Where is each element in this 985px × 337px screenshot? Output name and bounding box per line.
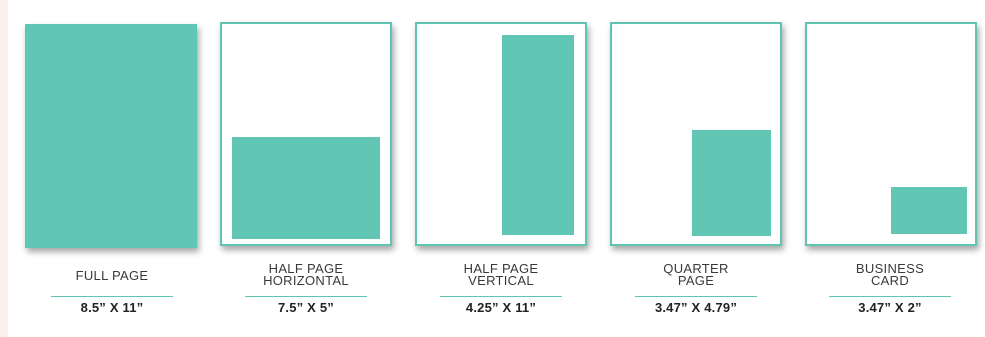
full-page-ad-diagram (25, 24, 197, 248)
half-page-vertical-ad-diagram (415, 22, 587, 246)
half-page-vertical-label: HALF PAGE VERTICAL (421, 261, 581, 288)
half-page-vertical-label-line-1: HALF PAGE (463, 261, 539, 276)
half-page-horizontal-ad-diagram (220, 22, 392, 246)
half-page-horizontal-label: HALF PAGE HORIZONTAL (226, 261, 386, 288)
business-card-size: 3.47” X 2” (858, 300, 922, 315)
full-page-label-line-1: FULL PAGE (75, 268, 149, 283)
page-edge-decoration (0, 0, 8, 337)
quarter-page-label-line-2: PAGE (677, 273, 715, 288)
half-page-horizontal-ad-area (232, 137, 380, 239)
quarter-page-size: 3.47” X 4.79” (654, 300, 738, 315)
half-page-horizontal-label-line-1: HALF PAGE (268, 261, 344, 276)
half-page-horizontal-size: 7.5” X 5” (278, 300, 334, 315)
half-page-vertical-ad-area (502, 35, 574, 235)
business-card-label-line-1: BUSINESS (855, 261, 925, 276)
half-page-vertical-divider (440, 296, 562, 297)
half-page-vertical-size: 4.25” X 11” (465, 300, 537, 315)
quarter-page-ad-diagram (610, 22, 782, 246)
business-card-label-line-2: CARD (870, 273, 910, 288)
business-card-ad-area (891, 187, 967, 234)
business-card-ad-diagram (805, 22, 977, 246)
full-page-divider (51, 296, 173, 297)
quarter-page-label: QUARTER PAGE (616, 261, 776, 288)
business-card-divider (829, 296, 951, 297)
half-page-horizontal-label-line-2: HORIZONTAL (263, 273, 349, 288)
half-page-horizontal-divider (245, 296, 367, 297)
full-page-size: 8.5” X 11” (80, 300, 144, 315)
full-page-label: FULL PAGE (32, 268, 192, 283)
quarter-page-ad-area (692, 130, 771, 236)
quarter-page-label-line-1: QUARTER (663, 261, 729, 276)
half-page-vertical-label-line-2: VERTICAL (468, 273, 534, 288)
quarter-page-divider (635, 296, 757, 297)
business-card-label: BUSINESS CARD (810, 261, 970, 288)
